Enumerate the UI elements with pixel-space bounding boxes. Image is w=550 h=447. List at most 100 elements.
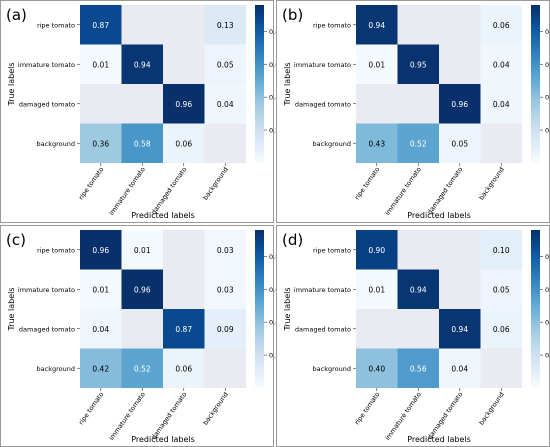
cell-value-label: 0.94 — [410, 285, 427, 294]
cell-value-label: 0.52 — [410, 139, 427, 148]
y-tick-label: immature tomato — [18, 61, 75, 69]
colorbar — [531, 5, 540, 163]
colorbar-tick-label: 0.8 — [269, 253, 279, 261]
heatmap-cell — [80, 309, 122, 349]
panel-1: (a) 0.87 0.13 0.01 0.94 0.05 0.96 0.04 0.36 0.58 0… — [0, 0, 279, 223]
y-axis-label: True labels — [7, 62, 16, 106]
heatmap-cell — [121, 348, 163, 388]
x-axis-label: Predicted labels — [131, 211, 195, 220]
cell-value-label: 0.58 — [134, 139, 151, 148]
heatmap-cell — [439, 269, 481, 309]
cell-value-label: 0.01 — [92, 60, 109, 69]
cell-value-label: 0.13 — [217, 21, 234, 30]
heatmap-cell — [121, 84, 163, 124]
y-tick-label: immature tomato — [18, 286, 75, 294]
heatmap-cell — [204, 348, 246, 388]
cell-value-label: 0.03 — [217, 246, 234, 255]
heatmap-cell — [163, 123, 205, 163]
y-tick-label: ripe tomato — [313, 246, 351, 254]
y-tick-label: background — [313, 140, 351, 148]
cell-value-label: 0.94 — [451, 325, 468, 334]
cell-value-label: 0.87 — [175, 325, 192, 334]
heatmap-cell — [356, 123, 398, 163]
y-tick-label: immature tomato — [294, 61, 351, 69]
heatmap-cell — [356, 348, 398, 388]
heatmap-cell — [163, 44, 205, 84]
y-tick-label: damaged tomato — [295, 100, 351, 108]
heatmap-cell — [121, 44, 163, 84]
cell-value-label: 0.96 — [134, 285, 151, 294]
cell-value-label: 0.90 — [368, 246, 385, 255]
cell-value-label: 0.05 — [451, 139, 468, 148]
y-axis-label: True labels — [283, 62, 292, 106]
cell-value-label: 0.06 — [175, 364, 192, 373]
cell-value-label: 0.96 — [92, 246, 109, 255]
cell-value-label: 0.06 — [493, 325, 510, 334]
heatmap-cell — [121, 5, 163, 45]
heatmap-cell — [439, 309, 481, 349]
cell-value-label: 0.04 — [217, 100, 234, 109]
y-tick-label: immature tomato — [294, 286, 351, 294]
heatmap-cell — [397, 84, 439, 124]
cell-value-label: 0.95 — [410, 60, 427, 69]
heatmap-cell — [163, 5, 205, 45]
heatmap-cell — [397, 269, 439, 309]
cell-value-label: 0.04 — [451, 364, 468, 373]
heatmap-cell — [163, 230, 205, 270]
cell-value-label: 0.96 — [175, 100, 192, 109]
heatmap-cell — [439, 123, 481, 163]
cell-value-label: 0.43 — [368, 139, 385, 148]
cell-value-label: 0.40 — [368, 364, 385, 373]
heatmap-cell — [480, 309, 522, 349]
y-tick-label: damaged tomato — [19, 100, 75, 108]
heatmap-cell — [356, 44, 398, 84]
cell-value-label: 0.09 — [217, 325, 234, 334]
colorbar-tick-label: 0.6 — [545, 61, 550, 69]
y-tick-label: background — [313, 365, 351, 373]
heatmap-cell — [204, 5, 246, 45]
heatmap-cell — [480, 5, 522, 45]
heatmap-cell — [439, 84, 481, 124]
cell-value-label: 0.94 — [368, 21, 385, 30]
colorbar-tick-label: 0.6 — [545, 286, 550, 294]
colorbar-tick-label: 0.4 — [545, 94, 550, 102]
cell-value-label: 0.05 — [493, 285, 510, 294]
heatmap-cell — [397, 348, 439, 388]
y-tick-label: ripe tomato — [313, 21, 351, 29]
cell-value-label: 0.96 — [451, 100, 468, 109]
heatmap-cell — [121, 269, 163, 309]
heatmap-cell — [163, 269, 205, 309]
colorbar — [255, 230, 264, 388]
heatmap-cell — [356, 230, 398, 270]
heatmap-cell — [480, 269, 522, 309]
heatmap-cell — [356, 269, 398, 309]
y-tick-label: damaged tomato — [295, 325, 351, 333]
x-axis-label: Predicted labels — [131, 435, 195, 444]
cell-value-label: 0.01 — [368, 285, 385, 294]
heatmap-cell — [80, 269, 122, 309]
heatmap-cell — [204, 123, 246, 163]
y-tick-label: ripe tomato — [37, 246, 75, 254]
cell-value-label: 0.10 — [493, 246, 510, 255]
panel-label: (d) — [282, 231, 303, 249]
heatmap-cell — [80, 5, 122, 45]
colorbar-tick-label: 0.8 — [545, 28, 550, 36]
y-axis-label: True labels — [7, 287, 16, 331]
cell-value-label: 0.01 — [368, 60, 385, 69]
heatmap-cell — [80, 44, 122, 84]
colorbar-tick-label: 0.2 — [545, 127, 550, 135]
heatmap-cell — [163, 348, 205, 388]
heatmap-cell — [439, 348, 481, 388]
panel-label: (a) — [6, 6, 27, 24]
heatmap-cell — [80, 123, 122, 163]
cell-value-label: 0.06 — [493, 21, 510, 30]
colorbar-tick-label: 0.4 — [269, 319, 279, 327]
cell-value-label: 0.94 — [134, 60, 151, 69]
heatmap-cell — [204, 309, 246, 349]
colorbar-tick-label: 0.4 — [269, 94, 279, 102]
heatmap-cell — [163, 309, 205, 349]
heatmap-cell — [121, 309, 163, 349]
heatmap-cell — [204, 230, 246, 270]
colorbar-tick-label: 0.2 — [545, 352, 550, 360]
